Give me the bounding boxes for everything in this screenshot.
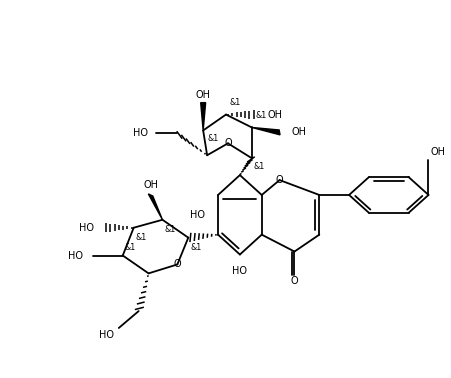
Polygon shape [201, 103, 206, 130]
Text: O: O [276, 175, 283, 185]
Text: &1: &1 [207, 134, 218, 143]
Text: HO: HO [133, 129, 147, 138]
Text: HO: HO [99, 330, 114, 340]
Text: &1: &1 [256, 111, 267, 120]
Text: HO: HO [68, 251, 83, 260]
Text: &1: &1 [165, 225, 176, 234]
Text: HO: HO [190, 210, 205, 220]
Text: OH: OH [268, 110, 283, 119]
Polygon shape [148, 194, 162, 220]
Text: O: O [291, 276, 298, 286]
Text: OH: OH [196, 90, 211, 100]
Text: &1: &1 [254, 162, 265, 171]
Text: OH: OH [143, 180, 158, 190]
Text: &1: &1 [230, 98, 241, 107]
Text: HO: HO [232, 266, 248, 276]
Text: OH: OH [431, 147, 446, 157]
Text: &1: &1 [125, 243, 136, 252]
Text: OH: OH [291, 127, 307, 138]
Text: &1: &1 [136, 233, 147, 242]
Polygon shape [252, 127, 280, 135]
Text: O: O [174, 259, 181, 270]
Text: HO: HO [79, 223, 94, 233]
Text: &1: &1 [190, 243, 202, 252]
Text: O: O [224, 138, 232, 148]
